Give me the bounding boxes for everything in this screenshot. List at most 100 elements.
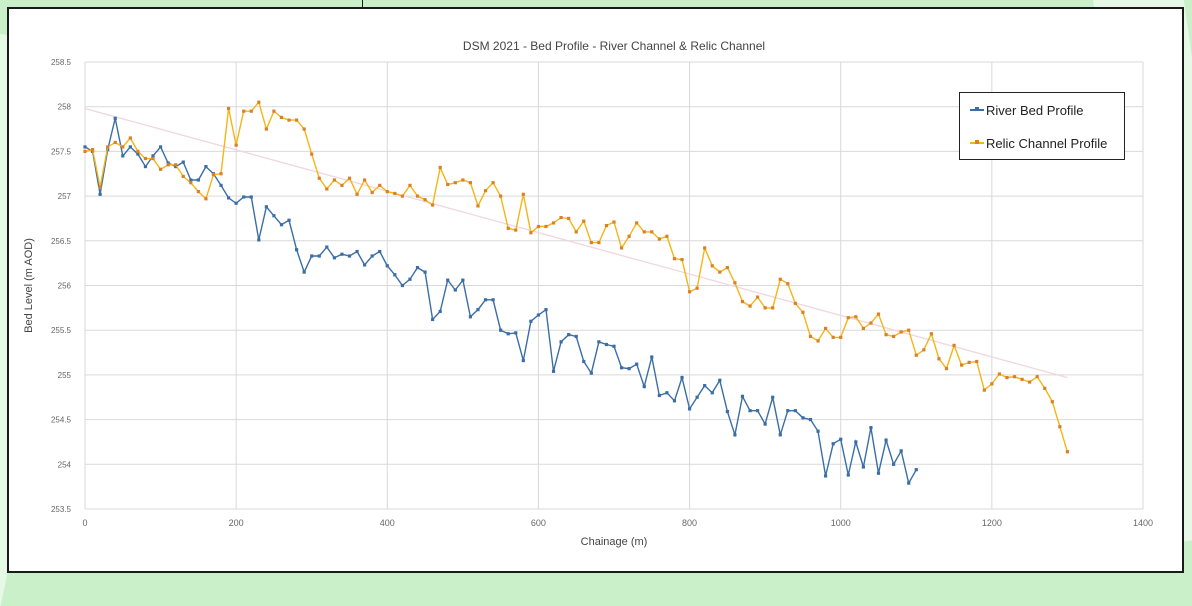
data-point-relic bbox=[786, 282, 790, 286]
data-point-relic bbox=[635, 221, 639, 225]
data-point-river bbox=[551, 369, 556, 373]
y-tick-label: 257.5 bbox=[51, 147, 72, 156]
data-point-relic bbox=[476, 204, 480, 208]
data-point-river bbox=[242, 195, 246, 199]
data-point-relic bbox=[1012, 375, 1017, 379]
data-point-river bbox=[355, 249, 359, 254]
data-point-relic bbox=[589, 240, 593, 245]
data-point-relic bbox=[400, 194, 404, 198]
data-point-river bbox=[166, 161, 170, 165]
data-point-relic bbox=[1020, 377, 1024, 381]
data-point-relic bbox=[808, 334, 813, 339]
data-point-relic bbox=[869, 321, 873, 325]
data-point-relic bbox=[370, 190, 374, 195]
x-tick-label: 0 bbox=[82, 518, 87, 528]
data-point-relic bbox=[748, 304, 752, 308]
data-point-relic bbox=[242, 109, 246, 113]
data-point-relic bbox=[340, 183, 344, 187]
data-point-river bbox=[703, 384, 707, 388]
data-point-relic bbox=[914, 353, 918, 357]
data-point-river bbox=[113, 116, 117, 120]
data-point-relic bbox=[695, 286, 699, 290]
data-point-relic bbox=[317, 176, 321, 180]
data-point-relic bbox=[506, 226, 510, 230]
data-point-relic bbox=[551, 221, 556, 225]
data-point-river bbox=[363, 263, 367, 267]
data-point-river bbox=[204, 164, 208, 169]
legend-label-relic: Relic Channel Profile bbox=[986, 135, 1108, 151]
data-point-river bbox=[808, 418, 813, 422]
data-point-river bbox=[876, 471, 881, 475]
data-point-relic bbox=[982, 388, 986, 392]
data-point-river bbox=[589, 371, 593, 375]
data-point-river bbox=[854, 440, 858, 444]
data-point-relic bbox=[121, 145, 125, 149]
data-point-river bbox=[332, 256, 336, 260]
data-point-river bbox=[914, 468, 918, 472]
data-point-relic bbox=[612, 220, 616, 224]
data-point-river bbox=[612, 344, 616, 348]
y-axis-title: Bed Level (m AOD) bbox=[23, 238, 35, 333]
data-point-river bbox=[793, 409, 797, 413]
data-point-relic bbox=[929, 332, 933, 336]
data-point-relic bbox=[355, 192, 359, 196]
data-point-river bbox=[287, 218, 291, 222]
data-point-relic bbox=[597, 240, 601, 245]
data-point-relic bbox=[143, 156, 148, 161]
data-point-relic bbox=[325, 187, 329, 191]
data-point-relic bbox=[854, 315, 858, 319]
data-point-river bbox=[687, 407, 692, 411]
data-point-river bbox=[136, 152, 140, 156]
data-point-relic bbox=[264, 127, 268, 131]
y-tick-label: 254 bbox=[58, 460, 72, 469]
data-point-river bbox=[385, 264, 389, 268]
data-point-river bbox=[189, 178, 193, 182]
x-tick-label: 1400 bbox=[1133, 518, 1153, 528]
data-point-river bbox=[718, 378, 722, 382]
data-point-relic bbox=[378, 183, 382, 187]
data-point-relic bbox=[136, 149, 140, 153]
data-point-relic bbox=[83, 149, 87, 153]
data-point-river bbox=[831, 442, 835, 446]
data-point-river bbox=[446, 278, 450, 282]
data-point-river bbox=[264, 205, 268, 209]
data-point-relic bbox=[975, 359, 979, 364]
y-tick-label: 256.5 bbox=[51, 237, 72, 246]
frame-notch bbox=[362, 0, 363, 8]
data-point-river bbox=[816, 429, 820, 433]
data-point-river bbox=[506, 332, 510, 336]
data-point-relic bbox=[158, 167, 163, 171]
trendline bbox=[84, 107, 1068, 379]
data-point-river bbox=[529, 319, 533, 323]
data-point-river bbox=[672, 399, 677, 403]
data-point-river bbox=[884, 438, 888, 442]
data-point-relic bbox=[181, 174, 185, 179]
data-point-river bbox=[907, 481, 911, 485]
data-point-river bbox=[514, 331, 518, 335]
data-point-relic bbox=[415, 194, 420, 198]
data-point-relic bbox=[536, 224, 541, 229]
data-point-river bbox=[869, 426, 873, 430]
data-point-river bbox=[234, 201, 238, 205]
data-point-relic bbox=[990, 382, 994, 386]
data-point-relic bbox=[219, 172, 223, 176]
data-point-river bbox=[400, 283, 404, 288]
data-point-relic bbox=[680, 257, 684, 262]
data-point-river bbox=[476, 308, 480, 312]
data-point-relic bbox=[763, 306, 767, 310]
data-point-relic bbox=[438, 165, 442, 170]
data-point-river bbox=[483, 298, 488, 302]
data-point-relic bbox=[816, 339, 820, 343]
data-point-relic bbox=[295, 118, 299, 122]
data-point-relic bbox=[1005, 375, 1009, 380]
data-point-relic bbox=[907, 328, 911, 332]
data-point-river bbox=[310, 254, 314, 258]
data-point-relic bbox=[619, 246, 624, 250]
x-axis-title: Chainage (m) bbox=[581, 536, 648, 548]
data-point-river bbox=[226, 196, 231, 200]
data-point-relic bbox=[174, 163, 178, 167]
data-point-relic bbox=[1028, 380, 1032, 384]
data-point-river bbox=[650, 355, 654, 359]
x-tick-label: 1200 bbox=[982, 518, 1002, 528]
data-point-river bbox=[574, 334, 578, 339]
